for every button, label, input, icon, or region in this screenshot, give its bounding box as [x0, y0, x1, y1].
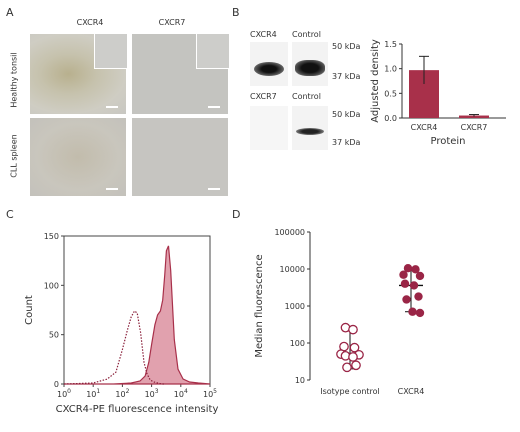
blot-lane-label: Control: [292, 30, 321, 39]
y-tick-label: 1.0: [384, 65, 397, 74]
micrograph-tonsil-cxcr4: [30, 33, 128, 114]
scale-bar: [106, 106, 118, 108]
micrograph-inset: [94, 33, 128, 69]
blot-control: [292, 42, 328, 86]
data-point: [348, 352, 358, 362]
histogram-dotted-series: [63, 310, 166, 385]
y-tick-label: 10000: [280, 265, 305, 274]
mw-marker: 37 kDa: [332, 72, 361, 81]
y-tick-label: 150: [44, 232, 59, 241]
x-tick-label: 104: [174, 388, 188, 399]
x-tick-label: Isotype control: [320, 387, 380, 396]
data-point: [342, 362, 352, 373]
y-tick-label: 50: [49, 331, 59, 340]
blot-lane-label: CXCR4: [250, 30, 277, 39]
data-point: [411, 265, 420, 274]
panel-label-a: A: [6, 6, 14, 19]
micrograph-inset: [196, 33, 230, 69]
x-tick-label: 100: [57, 388, 71, 399]
x-tick-label: 105: [203, 388, 217, 399]
micrograph-cll-cxcr4: [30, 118, 126, 196]
panel-label-c: C: [6, 208, 14, 221]
bar-chart: 0.0 0.5 1.0 1.5 CXCR4 CXCR7 Protein Adjusted de…: [370, 39, 506, 147]
blot-band: [254, 62, 284, 76]
data-point: [351, 360, 361, 371]
row-label-tonsil: Healthy tonsil: [9, 52, 19, 108]
blot-band: [296, 128, 324, 135]
y-tick-label: 100000: [274, 228, 305, 237]
x-tick-label: CXCR4: [411, 123, 438, 132]
x-axis-label: CXCR4-PE fluorescence intensity: [56, 404, 219, 415]
blot-band: [295, 60, 325, 76]
x-tick-label: 101: [86, 388, 100, 399]
blot-lane-label: CXCR7: [250, 92, 277, 101]
data-point: [400, 279, 410, 288]
data-point: [409, 281, 419, 290]
histogram-filled-series: [64, 245, 211, 385]
panel-label-d: D: [232, 208, 241, 221]
blot-cxcr4: [250, 42, 288, 86]
blot-control: [292, 106, 328, 150]
y-axis-label: Count: [24, 295, 35, 325]
scale-bar: [106, 188, 118, 190]
data-point: [415, 308, 425, 318]
data-point: [402, 295, 411, 304]
y-tick-label: 0: [54, 380, 59, 389]
y-tick-label: 100: [290, 339, 305, 348]
col-label-cxcr4: CXCR4: [76, 18, 104, 27]
row-label-cll: CLL spleen: [9, 134, 19, 178]
x-tick-label: CXCR7: [461, 123, 488, 132]
y-axis-label: Median fluorescence: [254, 254, 265, 357]
mw-marker: 37 kDa: [332, 138, 361, 147]
x-tick-label: CXCR4: [398, 387, 425, 396]
y-tick-label: 100: [44, 281, 59, 290]
y-tick-label: 0.0: [384, 114, 397, 123]
bar: [459, 115, 489, 118]
y-tick-label: 1.5: [384, 40, 397, 49]
mw-marker: 50 kDa: [332, 42, 361, 51]
col-label-cxcr7: CXCR7: [158, 18, 186, 27]
data-point: [348, 324, 358, 335]
data-point: [408, 307, 417, 316]
scatter-chart: 10 100 1000 10000 100000 Isotype control CXCR4…: [254, 228, 425, 396]
scale-bar: [208, 106, 220, 108]
data-point: [414, 292, 423, 301]
micrograph-tonsil-cxcr7: [132, 33, 230, 114]
blot-lane-label: Control: [292, 92, 321, 101]
data-point: [349, 342, 360, 353]
panel-label-b: B: [232, 6, 240, 19]
x-tick-label: 102: [115, 388, 129, 399]
y-axis-label: Adjusted density: [370, 39, 381, 123]
x-tick-label: 103: [145, 388, 159, 399]
y-tick-label: 1000: [285, 302, 305, 311]
micrograph-cll-cxcr7: [132, 118, 228, 196]
data-point: [415, 271, 425, 281]
data-point: [399, 270, 408, 279]
mw-marker: 50 kDa: [332, 110, 361, 119]
scale-bar: [208, 188, 220, 190]
x-axis-label: Protein: [430, 136, 465, 147]
data-point: [403, 264, 413, 273]
plot-frame: [63, 235, 211, 385]
histogram-chart: 0 50 100 150 100 101 102 103 104 105 CXCR4-PE fluo…: [24, 232, 219, 415]
y-tick-label: 0.5: [384, 89, 397, 98]
y-tick-label: 10: [295, 376, 305, 385]
blot-cxcr7: [250, 106, 288, 150]
